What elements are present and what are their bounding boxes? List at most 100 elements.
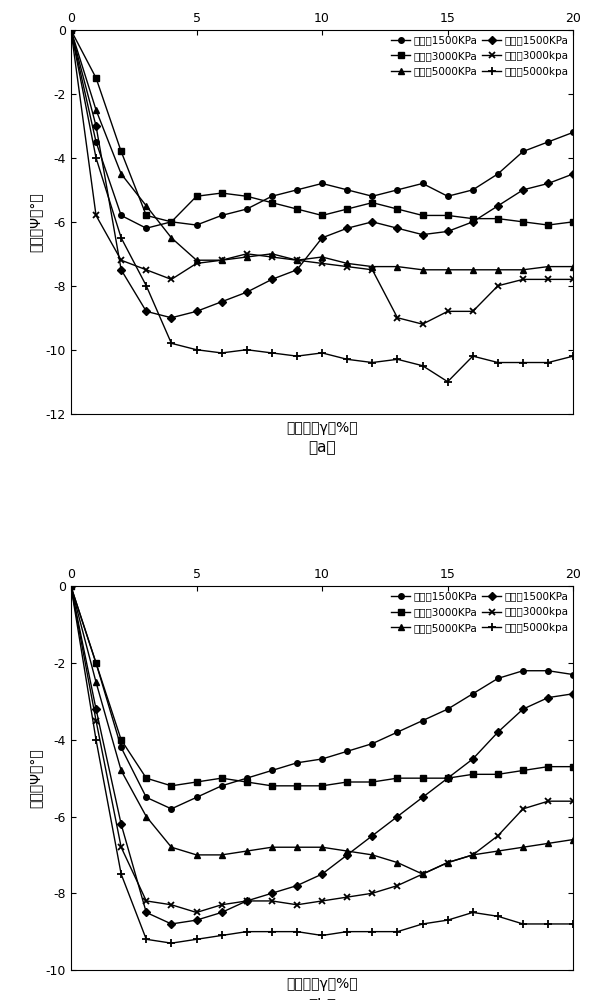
石英硶1500KPa — [92, 136, 99, 148]
X-axis label: 剪切应变γ（%）: 剪切应变γ（%） — [286, 421, 358, 435]
石英硶3000KPa — [118, 734, 125, 746]
石英硶3000KPa — [193, 776, 200, 788]
钒质硶5000kpa — [218, 347, 225, 359]
钒质硶1500KPa — [118, 818, 125, 830]
石英硶5000KPa — [570, 261, 577, 273]
石英硶3000KPa — [319, 209, 326, 221]
钒质硶1500KPa — [67, 580, 74, 592]
钒质硶3000kpa — [494, 830, 501, 842]
石英硶3000KPa — [168, 216, 175, 228]
钒质硶3000kpa — [419, 318, 426, 330]
石英硶5000KPa — [243, 251, 251, 263]
石英硶1500KPa — [394, 184, 401, 196]
石英硶1500KPa — [519, 145, 527, 157]
钒质硶3000kpa — [469, 849, 476, 861]
石英硶5000KPa — [519, 841, 527, 853]
石英硶5000KPa — [394, 857, 401, 869]
钒质硶3000kpa — [494, 280, 501, 292]
钒质硶3000kpa — [344, 891, 351, 903]
石英硶3000KPa — [369, 197, 376, 209]
石英硶1500KPa — [419, 715, 426, 727]
钒质硶1500KPa — [67, 24, 74, 36]
石英硶3000KPa — [67, 580, 74, 592]
石英硶5000KPa — [92, 104, 99, 116]
钒质硶1500KPa — [294, 880, 301, 892]
钒质硶5000kpa — [142, 280, 150, 292]
钒质硶5000kpa — [469, 906, 476, 918]
钒质硶5000kpa — [168, 337, 175, 349]
石英硶1500KPa — [67, 580, 74, 592]
钒质硶3000kpa — [118, 254, 125, 266]
钒质硶1500KPa — [319, 868, 326, 880]
钒质硶3000kpa — [268, 895, 275, 907]
石英硶5000KPa — [545, 261, 552, 273]
Line: 钒质硶5000kpa: 钒质硶5000kpa — [67, 26, 577, 386]
石英硶1500KPa — [294, 757, 301, 769]
石英硶3000KPa — [344, 203, 351, 215]
钒质硶5000kpa — [294, 350, 301, 362]
钒质硶3000kpa — [319, 895, 326, 907]
石英硶5000KPa — [494, 845, 501, 857]
钒质硶1500KPa — [218, 906, 225, 918]
钒质硶3000kpa — [444, 857, 452, 869]
石英硶5000KPa — [118, 168, 125, 180]
钒质硶3000kpa — [218, 254, 225, 266]
石英硶3000KPa — [494, 213, 501, 225]
石英硶5000KPa — [419, 868, 426, 880]
石英硶3000KPa — [419, 772, 426, 784]
Line: 钒质硶3000kpa: 钒质硶3000kpa — [67, 583, 577, 916]
石英硶5000KPa — [243, 845, 251, 857]
钒质硶3000kpa — [168, 899, 175, 911]
钒质硶5000kpa — [243, 344, 251, 356]
石英硶1500KPa — [92, 657, 99, 669]
钒质硶3000kpa — [268, 251, 275, 263]
石英硶5000KPa — [268, 841, 275, 853]
钒质硶5000kpa — [294, 926, 301, 938]
石英硶5000KPa — [67, 580, 74, 592]
石英硶3000KPa — [294, 203, 301, 215]
石英硶3000KPa — [444, 209, 452, 221]
钒质硶1500KPa — [394, 811, 401, 823]
钒质硶3000kpa — [168, 273, 175, 285]
钒质硶5000kpa — [142, 933, 150, 945]
钒质硶1500KPa — [193, 914, 200, 926]
石英硶1500KPa — [268, 190, 275, 202]
Line: 石英硶3000KPa: 石英硶3000KPa — [68, 584, 576, 789]
石英硶1500KPa — [469, 688, 476, 700]
石英硶5000KPa — [369, 849, 376, 861]
石英硶1500KPa — [168, 216, 175, 228]
钒质硶5000kpa — [469, 350, 476, 362]
钒质硶1500KPa — [494, 726, 501, 738]
石英硶3000KPa — [494, 768, 501, 780]
钒质硶3000kpa — [545, 273, 552, 285]
钒质硶5000kpa — [344, 926, 351, 938]
石英硶1500KPa — [394, 726, 401, 738]
石英硶3000KPa — [394, 772, 401, 784]
Line: 钒质硶1500KPa: 钒质硶1500KPa — [68, 27, 576, 321]
钒质硶3000kpa — [67, 580, 74, 592]
石英硶3000KPa — [193, 190, 200, 202]
钒质硶5000kpa — [92, 734, 99, 746]
钒质硶5000kpa — [92, 152, 99, 164]
石英硶1500KPa — [369, 190, 376, 202]
石英硶5000KPa — [545, 837, 552, 849]
钒质硶5000kpa — [118, 232, 125, 244]
Line: 钒质硶1500KPa: 钒质硶1500KPa — [68, 584, 576, 927]
石英硶5000KPa — [193, 849, 200, 861]
石英硶5000KPa — [469, 264, 476, 276]
钒质硶5000kpa — [519, 918, 527, 930]
石英硶5000KPa — [469, 849, 476, 861]
石英硶1500KPa — [319, 177, 326, 189]
钒质硶5000kpa — [319, 347, 326, 359]
钒质硶3000kpa — [519, 273, 527, 285]
钒质硶3000kpa — [142, 895, 150, 907]
石英硶3000KPa — [218, 187, 225, 199]
石英硶1500KPa — [319, 753, 326, 765]
钒质硶1500KPa — [142, 305, 150, 317]
石英硶1500KPa — [218, 209, 225, 221]
石英硶3000KPa — [142, 209, 150, 221]
钒质硶1500KPa — [469, 753, 476, 765]
石英硶3000KPa — [218, 772, 225, 784]
钒质硶1500KPa — [193, 305, 200, 317]
石英硶5000KPa — [444, 857, 452, 869]
